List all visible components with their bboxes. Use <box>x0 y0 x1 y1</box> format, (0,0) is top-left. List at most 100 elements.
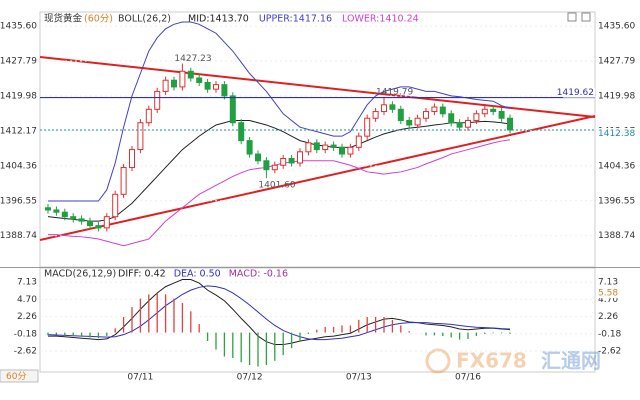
candle-body <box>246 140 253 155</box>
marker-box <box>596 287 640 299</box>
candle-body <box>498 111 505 119</box>
y-tick-label: -0.18 <box>14 329 38 339</box>
y-tick-label-right: 1388.74 <box>598 231 635 241</box>
candle-body <box>229 95 236 124</box>
watermark: FX678 汇通网 <box>425 348 601 374</box>
y-tick-label: 1435.60 <box>0 22 37 32</box>
y-tick-label: 2.26 <box>17 312 37 322</box>
candle-body <box>364 117 371 137</box>
trend-line <box>39 115 596 241</box>
watermark-brand: FX678 <box>456 349 527 373</box>
watermark-name: 汇通网 <box>541 349 601 373</box>
indicator-readout: LOWER:1410.24 <box>342 14 419 25</box>
macd-line <box>48 279 511 346</box>
y-tick-label: 1419.98 <box>0 91 37 101</box>
candle-body <box>87 220 93 227</box>
y-tick-label-right: 7.13 <box>598 278 618 288</box>
candle-body <box>103 216 110 229</box>
y-tick-label-right: 4.70 <box>598 295 618 305</box>
indicator-readout: UPPER:1417.16 <box>259 14 332 25</box>
period-button-label[interactable]: 60分 <box>6 371 26 382</box>
candle-body <box>406 119 413 126</box>
indicator-readout: DIFF: 0.42 <box>118 269 166 280</box>
candle-body <box>179 70 186 88</box>
candle-body <box>305 142 312 153</box>
y-tick-label: 1388.74 <box>0 231 37 241</box>
candle-body <box>129 149 135 168</box>
y-tick-label: 7.13 <box>17 278 37 288</box>
candle-body <box>465 119 471 128</box>
candle-body <box>381 104 387 113</box>
candle-body <box>145 108 152 124</box>
x-tick-label: 07/12 <box>237 373 263 383</box>
y-tick-label: 4.70 <box>17 295 37 305</box>
last-price-label: 1412.38 <box>598 129 635 139</box>
candle-body <box>221 84 228 97</box>
candle-body <box>414 117 421 126</box>
level-label: 1419.62 <box>557 88 594 98</box>
icon[interactable] <box>567 12 577 22</box>
y-tick-label-right: 1419.98 <box>598 91 635 101</box>
candle-body <box>187 70 194 79</box>
y-tick-label-right: 2.26 <box>598 312 618 322</box>
candle-body <box>70 216 77 220</box>
candle-body <box>456 122 463 128</box>
period-label: (60分) <box>84 14 113 25</box>
candle-body <box>154 90 161 110</box>
price-annotation: 1427.23 <box>174 54 211 64</box>
x-tick-label: 07/13 <box>346 373 372 383</box>
y-tick-label-right: -0.18 <box>598 329 622 339</box>
candle-body <box>112 193 119 218</box>
period-button[interactable] <box>0 369 39 383</box>
candle-body <box>347 146 354 155</box>
y-tick-label-right: 1427.79 <box>598 57 635 67</box>
candle-body <box>280 158 287 166</box>
candle-body <box>397 108 404 121</box>
x-tick-label: 07/16 <box>455 373 481 383</box>
y-tick-label: 1427.79 <box>0 57 37 67</box>
candle-body <box>78 218 85 222</box>
instrument-title: 现货黄金 <box>44 13 83 25</box>
y-tick-label-right: -2.62 <box>598 347 621 357</box>
icon[interactable] <box>581 12 591 22</box>
candle-body <box>171 79 177 88</box>
candle-body <box>196 77 203 83</box>
boll-band <box>48 21 511 202</box>
candle-body <box>322 144 329 151</box>
candle-body <box>204 81 211 90</box>
candle-body <box>238 122 245 142</box>
candle-body <box>431 106 438 113</box>
y-tick-label: 1404.36 <box>0 161 37 171</box>
candle-body <box>448 113 455 124</box>
y-tick-label-right: 1435.60 <box>598 22 635 32</box>
candle-body <box>355 135 362 148</box>
candle-body <box>137 122 144 151</box>
candle-body <box>439 106 446 115</box>
y-tick-label-right: 1396.55 <box>598 196 635 206</box>
candle-body <box>313 142 320 151</box>
boll-band <box>48 139 511 247</box>
candle-body <box>507 117 513 131</box>
y-tick-label: -2.62 <box>14 347 37 357</box>
candle-body <box>213 84 219 90</box>
last-price-box <box>596 127 640 139</box>
indicator-readout: MACD: -0.16 <box>229 269 288 280</box>
watermark-logo <box>425 348 451 374</box>
candle-body <box>372 111 379 119</box>
candle-body <box>162 79 169 92</box>
candle-body <box>271 164 278 171</box>
candle-body <box>45 207 51 211</box>
trend-line <box>39 56 596 118</box>
macd-line <box>47 285 511 341</box>
candle-body <box>330 144 337 148</box>
candle-body <box>490 108 497 113</box>
boll-band <box>47 119 511 222</box>
y-tick-label: 1396.55 <box>0 196 37 206</box>
candle-body <box>95 225 102 229</box>
candle-body <box>481 108 488 115</box>
candle-body <box>423 111 429 119</box>
price-annotation: 1401.60 <box>258 181 295 191</box>
indicator-name: MACD(26,12,9) <box>44 269 116 280</box>
price-annotation: 1419.79 <box>376 87 413 97</box>
